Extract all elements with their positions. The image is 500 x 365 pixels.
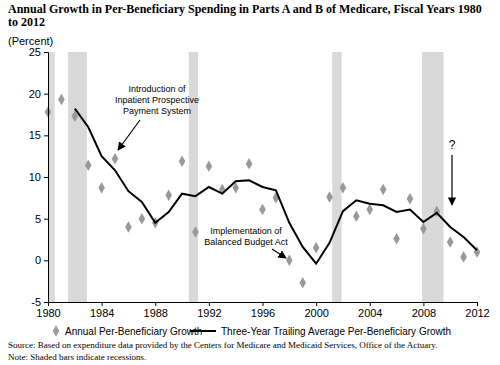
legend-label: Annual Per-Beneficiary Growth (65, 326, 202, 337)
data-point (353, 210, 360, 221)
axis-line (49, 303, 478, 307)
recession-bar (422, 52, 443, 302)
axis-line (44, 53, 49, 303)
legend-symbol (190, 330, 216, 332)
data-point (192, 226, 199, 237)
tick-label: 1980 (36, 307, 60, 319)
data-point (206, 160, 213, 171)
annotation-arrow (272, 249, 286, 258)
plot-area (45, 52, 481, 302)
data-point (447, 236, 454, 247)
tick: 2012 (465, 302, 489, 319)
recession-bar (68, 52, 87, 302)
recession-bar (189, 52, 198, 302)
data-point (313, 242, 320, 253)
data-point (326, 191, 333, 202)
tick: 15 (29, 129, 48, 141)
tick: 1984 (90, 302, 114, 319)
tick-label: 2008 (412, 307, 436, 319)
data-point (380, 184, 387, 195)
tick-label: 2012 (465, 307, 489, 319)
tick: 2000 (304, 302, 328, 319)
data-point (299, 277, 306, 288)
tick-label: 15 (29, 129, 41, 141)
data-point (246, 158, 253, 169)
data-point (58, 94, 65, 105)
data-point (366, 204, 373, 215)
data-point (125, 221, 132, 232)
tick-mark (44, 302, 48, 303)
data-point (286, 255, 293, 266)
annotation: Implementation of Balanced Budget Act (202, 226, 290, 248)
data-point (85, 160, 92, 171)
tick-mark (423, 302, 424, 306)
tick-mark (44, 135, 48, 136)
data-point (139, 213, 146, 224)
tick: 25 (29, 46, 48, 58)
annotation-arrow (451, 155, 452, 205)
tick: 1988 (144, 302, 168, 319)
tick-mark (44, 94, 48, 95)
tick-mark (316, 302, 317, 306)
tick: 0 (35, 254, 48, 266)
tick-mark (44, 219, 48, 220)
legend-symbol (53, 325, 60, 336)
tick-label: 20 (29, 88, 41, 100)
data-point (179, 155, 186, 166)
tick: -5 (31, 296, 48, 308)
tick-mark (44, 52, 48, 53)
chart: (Percent)1980198419881992199620002004200… (0, 0, 500, 365)
tick: 2008 (412, 302, 436, 319)
tick-label: 0 (35, 254, 41, 266)
tick-label: 1996 (251, 307, 275, 319)
recession-bar (332, 52, 341, 302)
legend-label: Three-Year Trailing Average Per-Benefici… (221, 326, 451, 337)
data-point (340, 182, 347, 193)
tick-label: 1988 (144, 307, 168, 319)
tick-label: -5 (31, 296, 41, 308)
tick-label: 2000 (304, 307, 328, 319)
tick: 5 (35, 213, 48, 225)
tick-mark (370, 302, 371, 306)
y-axis: -5 0 5 10 15 20 25 (29, 46, 49, 308)
tick-label: 1984 (90, 307, 114, 319)
data-point (407, 193, 414, 204)
annotation: Introduction of Inpatient Prospective Pa… (110, 84, 204, 117)
tick: 20 (29, 88, 48, 100)
tick-mark (263, 302, 264, 306)
tick-label: 10 (29, 171, 41, 183)
data-point (165, 190, 172, 201)
data-point (98, 182, 105, 193)
tick-mark (102, 302, 103, 306)
x-axis: 1980 1984 1988 1992 1996 2000 2004 2008 2012 (36, 302, 489, 319)
tick: 1996 (251, 302, 275, 319)
tick: 10 (29, 171, 48, 183)
source: Source: Based on expenditure data provid… (8, 340, 498, 351)
annotation-arrow (118, 120, 140, 150)
tick-mark (209, 302, 210, 306)
tick: 2004 (358, 302, 382, 319)
tick: 1992 (197, 302, 221, 319)
title: Annual Growth in Per-Beneficiary Spendin… (8, 3, 494, 29)
data-point (420, 223, 427, 234)
line (75, 109, 477, 264)
annotation: ? (440, 140, 464, 151)
tick-label: 1992 (197, 307, 221, 319)
tick-label: 5 (35, 213, 41, 225)
tick-mark (477, 302, 478, 306)
data-point (393, 233, 400, 244)
data-point (460, 251, 467, 262)
data-point (259, 204, 266, 215)
tick-mark (155, 302, 156, 306)
legend: Annual Per-Beneficiary Growth Three-Year … (53, 325, 451, 336)
tick-mark (44, 260, 48, 261)
note: Note: Shaded bars indicate recessions. (8, 352, 498, 363)
tick-mark (44, 177, 48, 178)
tick-label: 2004 (358, 307, 382, 319)
tick-label: 25 (29, 46, 41, 58)
data-point (112, 153, 119, 164)
recession-bar (48, 52, 55, 302)
